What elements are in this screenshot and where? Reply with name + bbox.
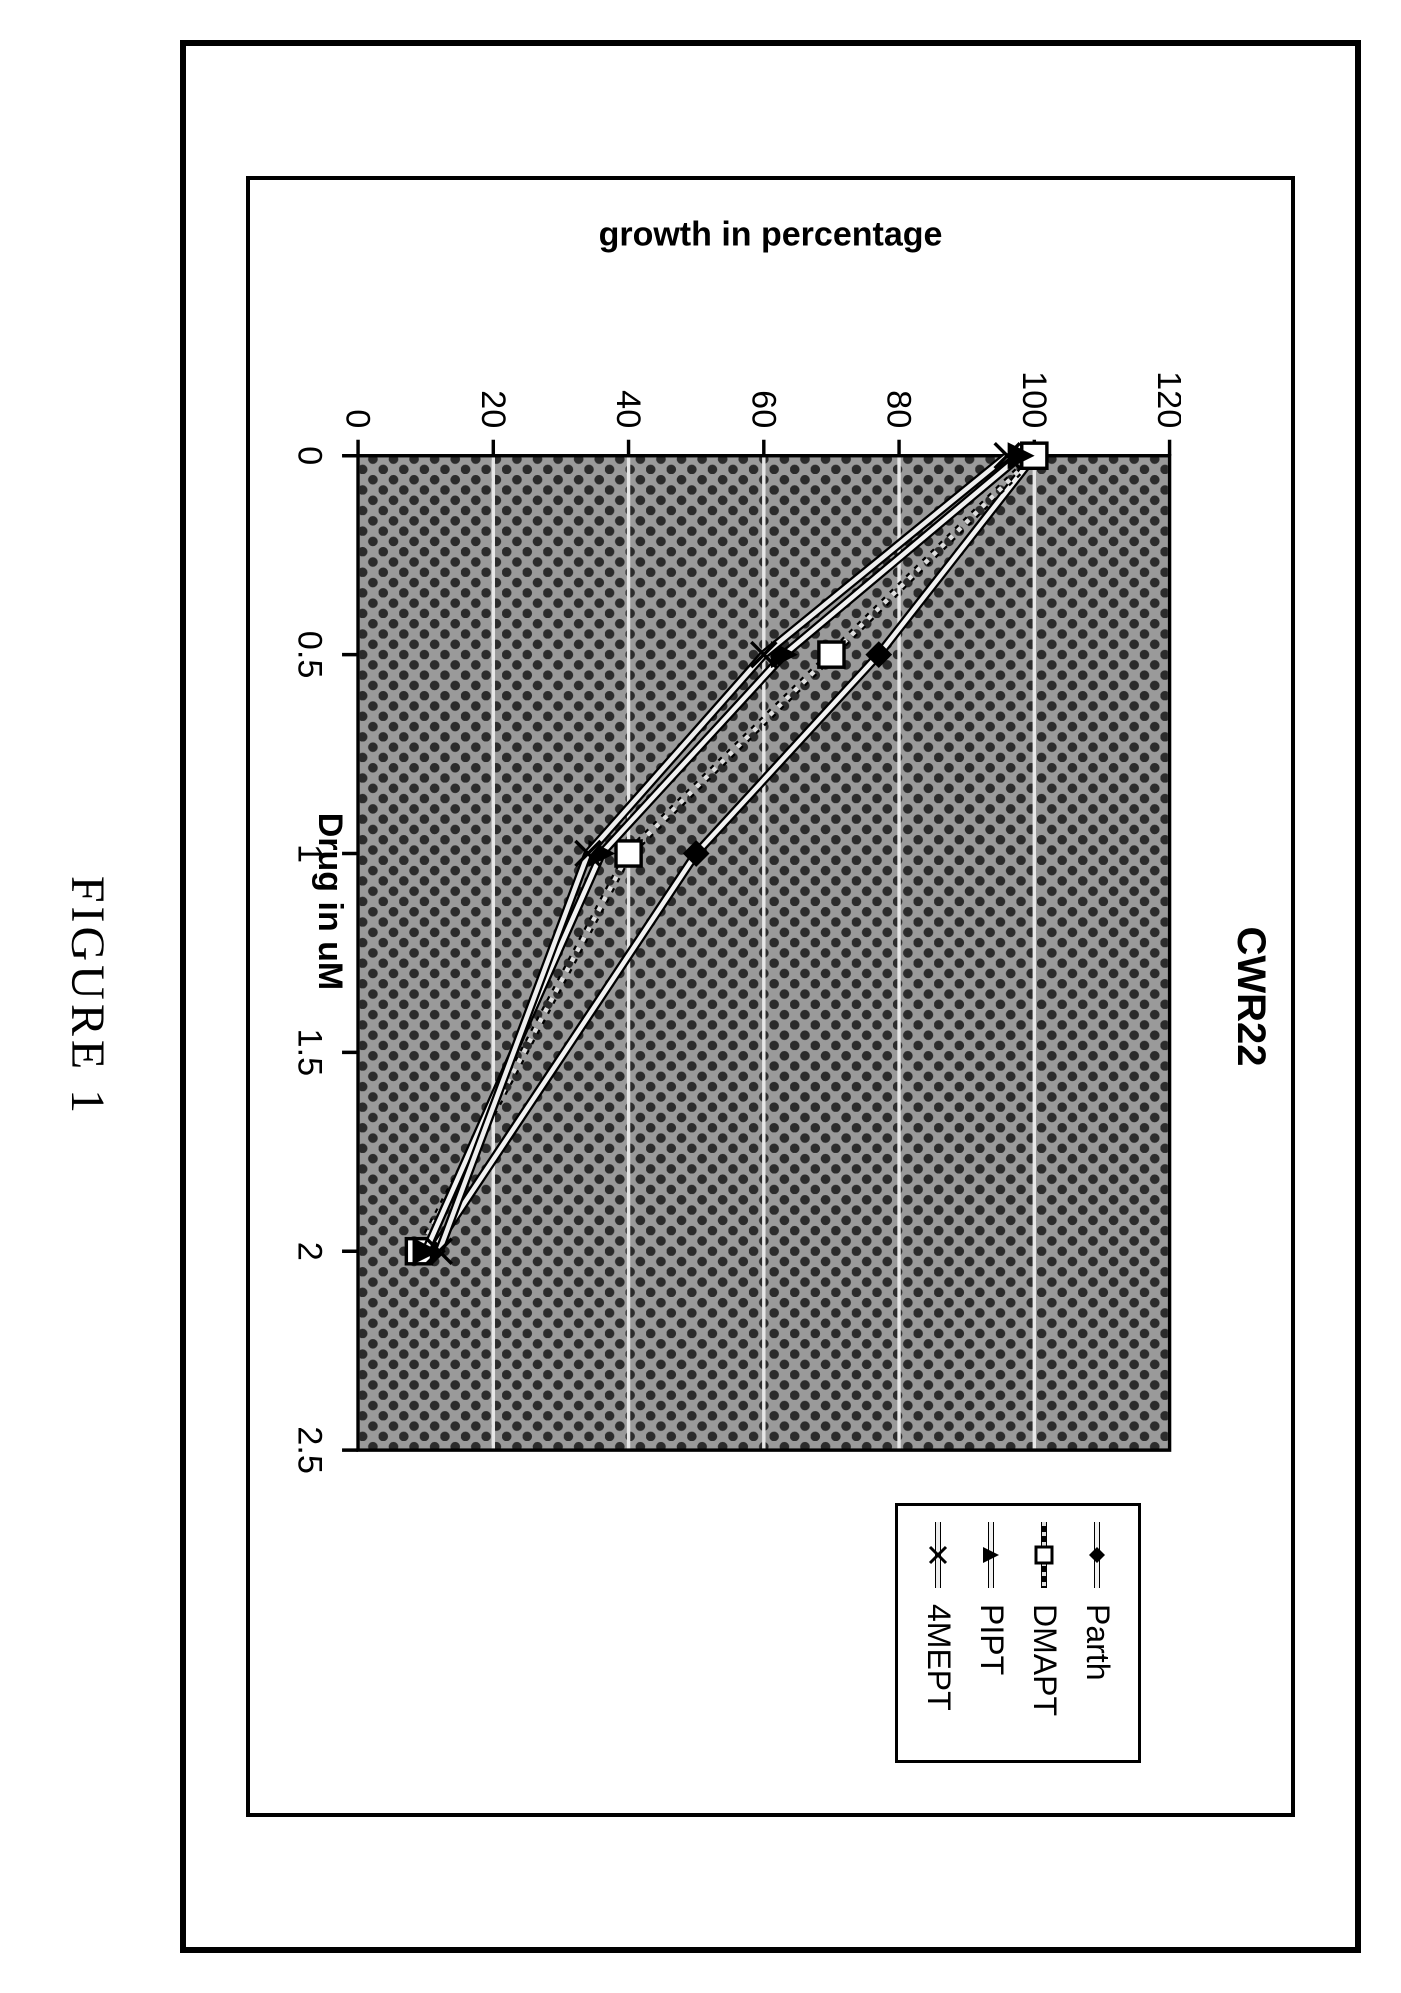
- outer-frame: CWR22 growth in percentage 00.511.522.50…: [180, 40, 1361, 1953]
- legend-swatch: [1031, 1520, 1059, 1590]
- legend-item: PIPT: [965, 1520, 1018, 1746]
- line-chart: 00.511.522.5020406080100120: [267, 330, 1181, 1473]
- plot-column: 00.511.522.5020406080100120: [390, 330, 1181, 1473]
- legend-label: 4MEPT: [920, 1604, 957, 1711]
- chart-card: CWR22 growth in percentage 00.511.522.50…: [246, 176, 1295, 1817]
- page: CWR22 growth in percentage 00.511.522.50…: [0, 0, 1401, 1993]
- figure-caption: FIGURE 1: [60, 0, 115, 1993]
- y-axis-label: growth in percentage: [599, 216, 943, 255]
- rotated-canvas: CWR22 growth in percentage 00.511.522.50…: [0, 0, 1401, 1993]
- legend-label: Parth: [1079, 1604, 1116, 1680]
- x-axis-label: Drug in uM: [310, 330, 349, 1473]
- legend-swatch: [925, 1520, 953, 1590]
- svg-text:40: 40: [609, 390, 647, 428]
- y-axis-label-wrap: growth in percentage: [250, 210, 1291, 260]
- svg-text:100: 100: [1015, 371, 1053, 428]
- svg-text:20: 20: [474, 390, 512, 428]
- chart-title: CWR22: [1228, 180, 1273, 1813]
- legend-item: 4MEPT: [912, 1520, 965, 1746]
- legend-column: Parth DMAPT PIPT 4MEPT: [390, 1473, 1181, 1773]
- svg-text:80: 80: [880, 390, 918, 428]
- legend-item: Parth: [1071, 1520, 1124, 1746]
- legend-swatch: [978, 1520, 1006, 1590]
- legend-label: DMAPT: [1026, 1604, 1063, 1716]
- legend-label: PIPT: [973, 1604, 1010, 1675]
- plot-and-legend: 00.511.522.5020406080100120 ParthDMAPTPI…: [390, 330, 1181, 1773]
- svg-text:60: 60: [744, 390, 782, 428]
- legend-swatch: [1084, 1520, 1112, 1590]
- legend: Parth DMAPT PIPT 4MEPT: [895, 1503, 1141, 1763]
- legend-item: DMAPT: [1018, 1520, 1071, 1746]
- svg-text:120: 120: [1150, 371, 1181, 428]
